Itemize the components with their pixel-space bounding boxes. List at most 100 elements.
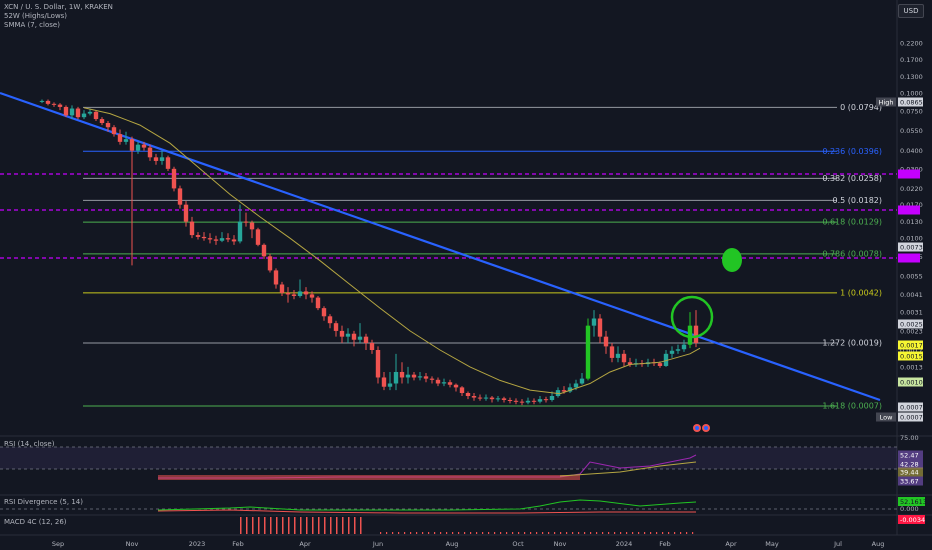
rsi-badge [898, 459, 923, 469]
macd-bar [440, 532, 442, 534]
rsi-badge-value: 42.28 [900, 461, 919, 469]
candle-body [225, 238, 231, 240]
candle-body [105, 123, 111, 128]
candle-body [327, 316, 333, 324]
event-icon-inner [695, 426, 699, 430]
macd-bar [578, 532, 580, 534]
macd-bar [542, 532, 544, 534]
symbol-title: XCN / U. S. Dollar, 1W, KRAKEN [4, 3, 113, 11]
candle-body [189, 221, 195, 236]
macd-bar [312, 517, 314, 534]
fib-level-label: 0.5 (0.0182) [833, 196, 883, 205]
macd-bar [548, 532, 550, 534]
price-tick-label: 0.0550 [900, 127, 923, 135]
macd-badge [898, 515, 925, 524]
candle-body [237, 221, 243, 242]
candle-body [81, 113, 87, 118]
candle-body [357, 336, 363, 340]
macd-bar [524, 532, 526, 534]
candle-body [393, 371, 399, 384]
price-badge [898, 340, 923, 350]
macd-bar [324, 517, 326, 534]
macd-bar [398, 532, 400, 534]
rsi-tick: 75.00 [900, 434, 919, 442]
candle-body [183, 204, 189, 222]
price-badge-value: 0.0007 [900, 414, 923, 422]
dashed-level-badge [898, 205, 920, 215]
rsi-badge-value: 52.47 [900, 452, 919, 460]
price-tick-label: 0.0041 [900, 291, 923, 299]
rsi-div-badge [898, 497, 925, 506]
rsi-badge [898, 467, 923, 477]
rsi-fill [158, 475, 580, 480]
candle-body [675, 349, 681, 351]
candle-body [525, 400, 531, 403]
candle-body [537, 399, 543, 402]
candle-body [153, 157, 159, 161]
currency-button[interactable]: USD [898, 4, 924, 18]
candle-body [123, 139, 129, 142]
macd-bar [354, 517, 356, 534]
candle-body [291, 294, 297, 296]
candle-body [39, 100, 45, 102]
time-axis-label: Aug [872, 540, 885, 548]
fib-level-label: 0.236 (0.0396) [822, 147, 882, 156]
price-tick-label: 0.0170 [900, 201, 923, 209]
candle-body [417, 376, 423, 378]
macd-bar [240, 517, 242, 534]
macd-bar [452, 532, 454, 534]
candle-body [57, 104, 63, 107]
macd-bar [458, 532, 460, 534]
candle-body [663, 353, 669, 366]
fib-level-label: 0.618 (0.0129) [822, 218, 882, 227]
candle-body [405, 374, 411, 378]
candle-body [597, 318, 603, 337]
macd-bar [656, 532, 658, 534]
candle-body [99, 119, 105, 124]
candle-body [351, 333, 357, 340]
macd-bar [560, 532, 562, 534]
candle-body [369, 342, 375, 351]
candle-body [615, 353, 621, 358]
price-badge [898, 319, 923, 329]
macd-bar [446, 532, 448, 534]
target-marker [722, 248, 742, 272]
candle-body [513, 400, 519, 402]
candle-body [591, 318, 597, 326]
rsi-badge-value: 39.44 [900, 469, 919, 477]
price-tick-label: 0.0750 [900, 108, 923, 116]
candle-body [579, 378, 585, 384]
macd-bar [602, 532, 604, 534]
candle-body [87, 111, 93, 114]
fib-level-label: 1.272 (0.0019) [822, 338, 882, 347]
candle-body [501, 398, 507, 400]
candle-body [609, 346, 615, 358]
candle-body [93, 111, 99, 120]
candle-body [489, 397, 495, 400]
candle-body [429, 378, 435, 380]
time-axis-label: Feb [232, 540, 244, 548]
candle-body [195, 235, 201, 237]
candle-body [201, 236, 207, 239]
candle-body [333, 323, 339, 331]
candle-body [681, 344, 687, 350]
indicator-52w-label: 52W (Highs/Lows) [4, 12, 68, 20]
fib-level-label: 0.786 (0.0078) [822, 249, 882, 258]
macd-bar [464, 532, 466, 534]
candle-body [531, 400, 537, 402]
macd-bar [434, 532, 436, 534]
candle-body [207, 238, 213, 240]
macd-bar [386, 532, 388, 534]
time-axis-label: 2024 [616, 540, 633, 548]
candle-body [315, 297, 321, 309]
candle-body [273, 270, 279, 285]
price-tick-label: 0.0017 [900, 347, 923, 355]
candle-body [561, 390, 567, 392]
candle-body [177, 188, 183, 205]
candle-body [573, 383, 579, 388]
candle-body [213, 239, 219, 241]
candle-body [399, 371, 405, 378]
macd-bar [380, 532, 382, 534]
time-axis-label: May [765, 540, 779, 548]
